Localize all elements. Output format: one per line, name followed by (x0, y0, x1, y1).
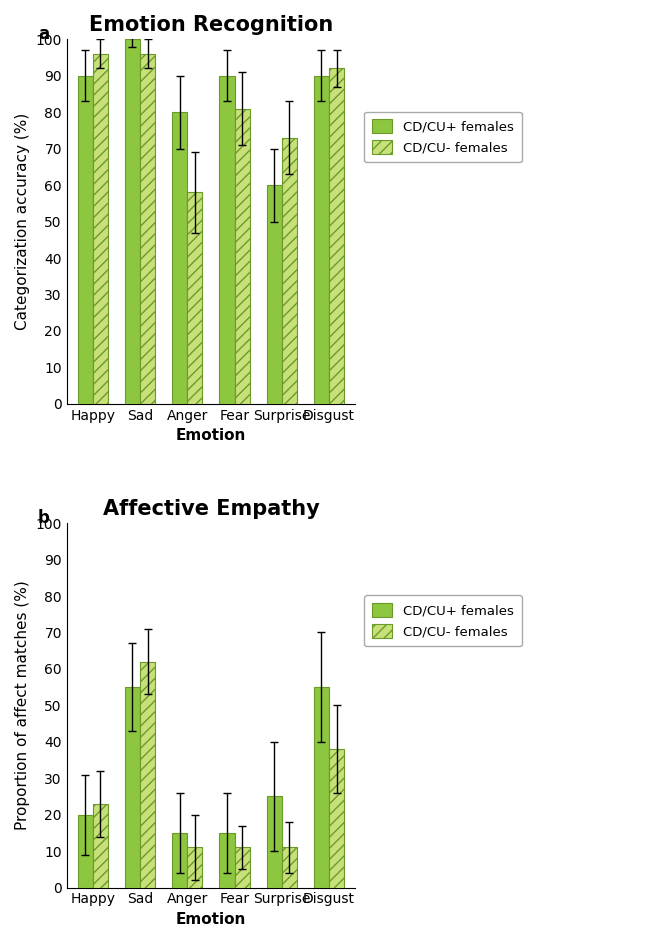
Bar (140, 54, 155, 404)
Bar (219, 833, 235, 887)
Bar (125, 687, 140, 887)
Bar (329, 749, 344, 887)
Bar (78, 815, 93, 887)
Bar (187, 848, 202, 887)
Text: b: b (38, 509, 50, 527)
X-axis label: Emotion: Emotion (175, 912, 246, 927)
Bar (267, 186, 282, 404)
Bar (314, 75, 329, 404)
Bar (235, 108, 250, 404)
Y-axis label: Categorization accuracy (%): Categorization accuracy (%) (15, 113, 30, 331)
Bar (267, 797, 282, 887)
Title: Emotion Recognition: Emotion Recognition (89, 15, 333, 35)
Bar (78, 75, 93, 404)
Title: Affective Empathy: Affective Empathy (102, 498, 319, 519)
Y-axis label: Proportion of affect matches (%): Proportion of affect matches (%) (15, 580, 30, 830)
Bar (187, 192, 202, 404)
Bar (140, 661, 155, 887)
Bar (282, 138, 297, 404)
Bar (314, 687, 329, 887)
Bar (172, 833, 187, 887)
Bar (125, 40, 140, 404)
Bar (235, 848, 250, 887)
Bar (282, 848, 297, 887)
Legend: CD/CU+ females, CD/CU- females: CD/CU+ females, CD/CU- females (365, 111, 522, 162)
X-axis label: Emotion: Emotion (175, 429, 246, 444)
Text: a: a (38, 24, 49, 42)
Bar (93, 804, 108, 887)
Bar (329, 69, 344, 404)
Legend: CD/CU+ females, CD/CU- females: CD/CU+ females, CD/CU- females (365, 595, 522, 646)
Bar (172, 112, 187, 404)
Bar (219, 75, 235, 404)
Bar (93, 54, 108, 404)
